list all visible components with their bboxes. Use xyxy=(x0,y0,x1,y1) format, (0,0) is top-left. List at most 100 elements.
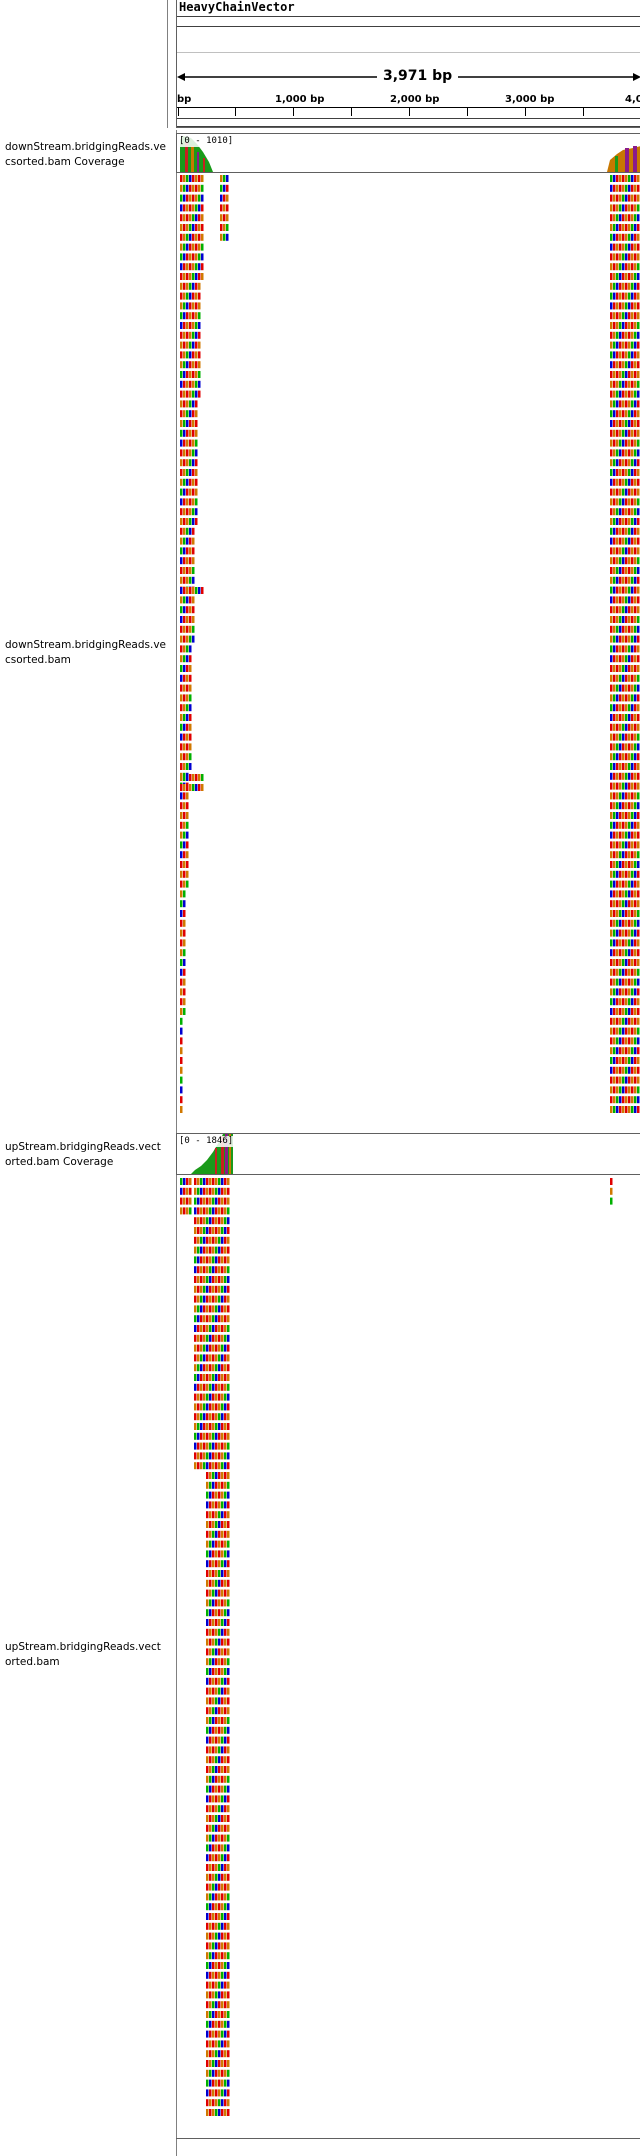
downstream-read-mid xyxy=(223,204,226,212)
downstream-read-right xyxy=(622,1027,625,1035)
upstream-read xyxy=(203,1227,206,1234)
upstream-read xyxy=(227,2060,230,2067)
downstream-read-right xyxy=(628,870,631,878)
upstream-read xyxy=(209,1413,212,1421)
downstream-read-right xyxy=(610,772,613,780)
downstream-read-right xyxy=(610,351,613,359)
upstream-read xyxy=(218,1628,221,1636)
downstream-read-right xyxy=(613,253,616,261)
upstream-coverage-label[interactable]: upStream.bridgingReads.vectorted.bam Cov… xyxy=(5,1141,161,1168)
upstream-read xyxy=(224,1285,227,1293)
downstream-read xyxy=(183,439,186,447)
downstream-coverage-track[interactable]: [0 - 1010] xyxy=(176,133,640,173)
downstream-read-right xyxy=(637,263,640,271)
upstream-read xyxy=(224,1707,227,1715)
downstream-read-right xyxy=(634,214,637,222)
upstream-read xyxy=(218,1766,221,1773)
upstream-read xyxy=(206,1628,209,1636)
downstream-read-right xyxy=(625,1017,628,1025)
downstream-read-right xyxy=(625,518,628,525)
downstream-read-right xyxy=(613,851,616,859)
downstream-read xyxy=(186,224,189,231)
upstream-read xyxy=(227,1491,230,1499)
downstream-read-right xyxy=(616,175,619,182)
downstream-read-right xyxy=(622,439,625,447)
downstream-read xyxy=(183,998,186,1006)
downstream-read-right xyxy=(625,429,628,437)
downstream-read-right xyxy=(637,684,640,692)
downstream-read-right xyxy=(613,861,616,868)
upstream-read xyxy=(221,2011,224,2018)
downstream-read-right xyxy=(622,420,625,427)
upstream-read xyxy=(227,1991,230,1999)
upstream-read xyxy=(212,1746,215,1754)
upstream-read xyxy=(200,1246,203,1254)
downstream-read-right xyxy=(616,547,619,555)
downstream-read-right xyxy=(628,939,631,947)
downstream-read-right xyxy=(616,949,619,957)
upstream-read xyxy=(227,1187,230,1195)
downstream-read-right xyxy=(613,880,616,888)
downstream-read-right xyxy=(622,478,625,486)
upstream-read xyxy=(218,1981,221,1989)
upstream-read xyxy=(221,1315,224,1323)
ruler-label-2: 2,000 bp xyxy=(390,94,440,105)
upstream-read xyxy=(206,1726,209,1734)
upstream-read xyxy=(224,1295,227,1303)
downstream-read xyxy=(183,890,186,898)
upstream-read xyxy=(212,1432,215,1440)
upstream-read xyxy=(212,1325,215,1332)
downstream-read xyxy=(180,1037,183,1045)
downstream-alignment-label[interactable]: downStream.bridgingReads.vecsorted.bam xyxy=(5,639,166,666)
downstream-read-right xyxy=(613,322,616,329)
downstream-read-right xyxy=(634,812,637,819)
downstream-read-mid xyxy=(220,224,223,231)
downstream-coverage-label[interactable]: downStream.bridgingReads.vecsorted.bam C… xyxy=(5,141,166,168)
upstream-read xyxy=(200,1178,203,1185)
upstream-read xyxy=(224,1276,227,1283)
upstream-read xyxy=(227,1893,230,1901)
downstream-read-right xyxy=(610,939,613,947)
downstream-read xyxy=(180,704,183,712)
upstream-read xyxy=(215,1236,218,1244)
downstream-read-right xyxy=(634,390,637,398)
downstream-read-right xyxy=(631,851,634,859)
downstream-read-right xyxy=(616,253,619,261)
upstream-read xyxy=(227,1942,230,1950)
downstream-read-right xyxy=(613,694,616,702)
downstream-read-right xyxy=(619,733,622,741)
downstream-read-right xyxy=(628,253,631,261)
upstream-read xyxy=(227,1785,230,1793)
downstream-read xyxy=(183,978,186,986)
downstream-read-right xyxy=(610,331,613,339)
downstream-read-right xyxy=(613,361,616,369)
upstream-alignment-label[interactable]: upStream.bridgingReads.vectorted.bam xyxy=(5,1641,161,1668)
downstream-read xyxy=(183,292,186,300)
downstream-read xyxy=(183,184,186,192)
upstream-coverage-track[interactable]: [0 - 1846] xyxy=(176,1133,640,1175)
downstream-read xyxy=(195,478,198,486)
upstream-read xyxy=(215,1276,218,1283)
downstream-read xyxy=(183,194,186,202)
upstream-read xyxy=(212,1374,215,1381)
downstream-read-right xyxy=(631,508,634,516)
downstream-read-right xyxy=(613,351,616,359)
upstream-read xyxy=(206,1971,209,1979)
downstream-read xyxy=(186,292,189,300)
downstream-read-right xyxy=(628,527,631,535)
upstream-read xyxy=(212,1550,215,1558)
upstream-read xyxy=(203,1354,206,1362)
upstream-read xyxy=(227,1403,230,1411)
downstream-read-right xyxy=(628,723,631,731)
downstream-read xyxy=(192,596,195,604)
upstream-read xyxy=(200,1334,203,1342)
downstream-alignment-track[interactable] xyxy=(176,173,640,1128)
upstream-read xyxy=(209,1579,212,1587)
upstream-read xyxy=(221,1246,224,1254)
downstream-read xyxy=(195,371,198,378)
downstream-read-right xyxy=(625,537,628,545)
upstream-read xyxy=(209,1472,212,1479)
upstream-alignment-track[interactable] xyxy=(176,1176,640,2136)
downstream-read-right xyxy=(610,567,613,574)
downstream-read-right xyxy=(634,841,637,849)
